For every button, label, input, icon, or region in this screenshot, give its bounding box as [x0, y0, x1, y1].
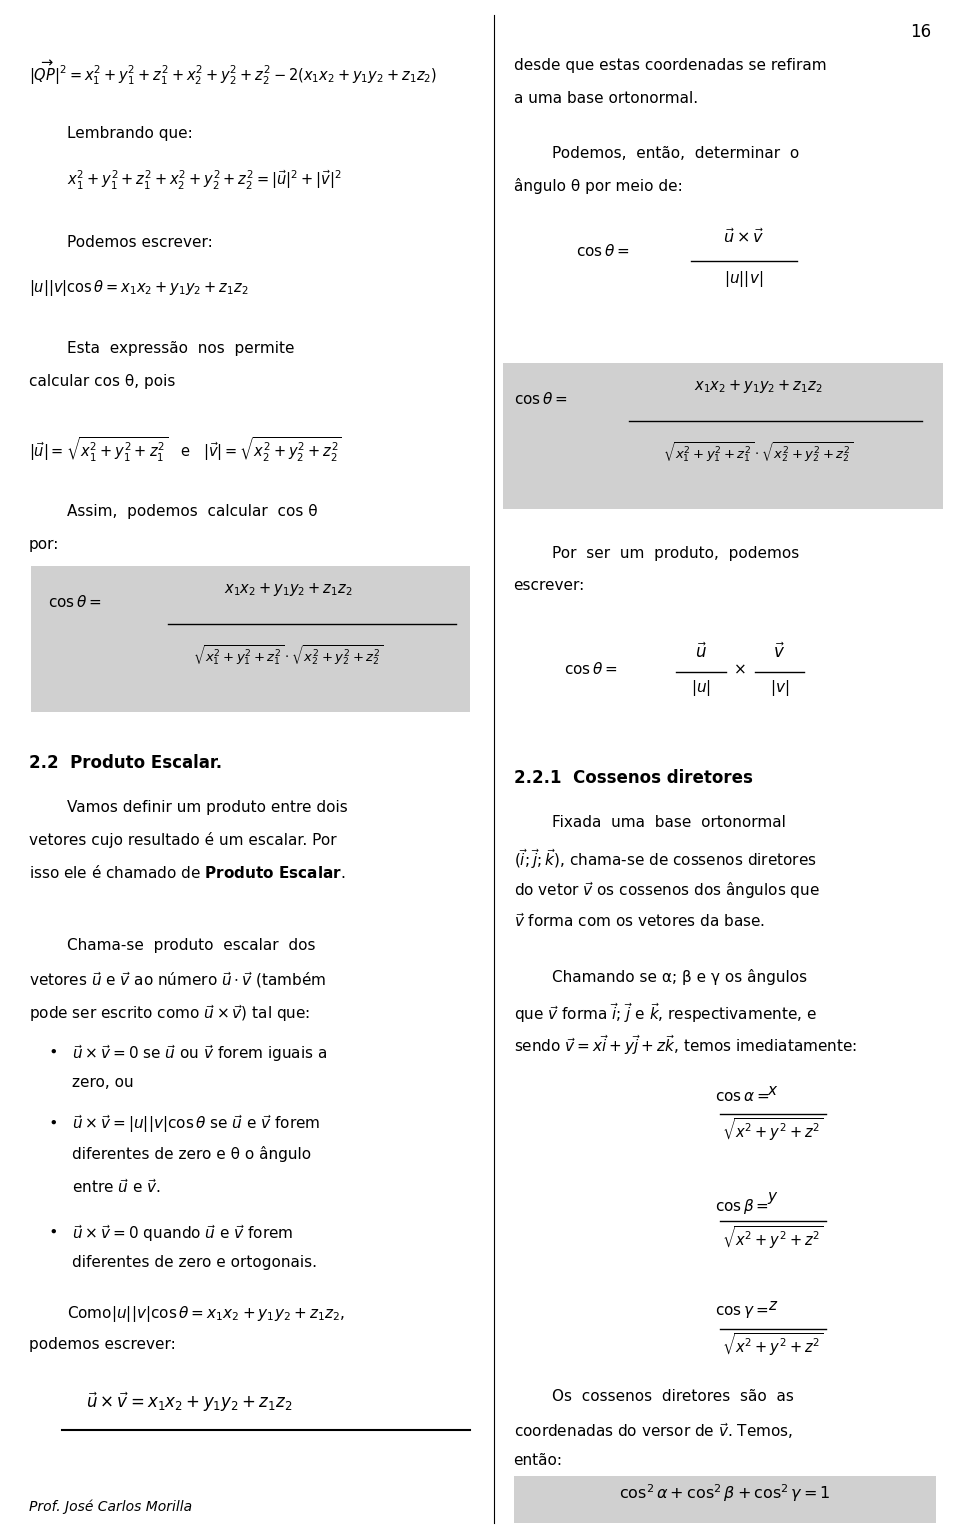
- Text: $|u||v|$: $|u||v|$: [725, 269, 763, 289]
- Text: $\cos\beta =$: $\cos\beta =$: [715, 1197, 769, 1215]
- Text: diferentes de zero e ortogonais.: diferentes de zero e ortogonais.: [72, 1255, 317, 1270]
- Text: $\cos^2\alpha+\cos^2\beta+\cos^2\gamma=1$: $\cos^2\alpha+\cos^2\beta+\cos^2\gamma=1…: [619, 1483, 830, 1504]
- Text: $\vec{u}\times\vec{v}=0$ se $\vec{u}$ ou $\vec{v}$ forem iguais a: $\vec{u}\times\vec{v}=0$ se $\vec{u}$ ou…: [72, 1043, 327, 1064]
- Text: $\vec{u}\times\vec{v}=|u||v|\cos\theta$ se $\vec{u}$ e $\vec{v}$ forem: $\vec{u}\times\vec{v}=|u||v|\cos\theta$ …: [72, 1114, 321, 1135]
- Text: $\cos\theta =$: $\cos\theta =$: [576, 243, 630, 258]
- Text: coordenadas do versor de $\vec{v}$. Temos,: coordenadas do versor de $\vec{v}$. Temo…: [514, 1421, 793, 1441]
- Text: $\vec{u}$: $\vec{u}$: [695, 643, 707, 663]
- Text: calcular cos θ, pois: calcular cos θ, pois: [29, 374, 175, 389]
- Text: $\sqrt{x^2+y^2+z^2}$: $\sqrt{x^2+y^2+z^2}$: [722, 1224, 824, 1250]
- Text: Vamos definir um produto entre dois: Vamos definir um produto entre dois: [67, 800, 348, 815]
- Text: $\vec{v}$: $\vec{v}$: [774, 643, 785, 663]
- Text: então:: então:: [514, 1453, 563, 1469]
- Text: 16: 16: [910, 23, 931, 42]
- Text: $\sqrt{x_1^2+y_1^2+z_1^2}\cdot\sqrt{x_2^2+y_2^2+z_2^2}$: $\sqrt{x_1^2+y_1^2+z_1^2}\cdot\sqrt{x_2^…: [663, 440, 853, 463]
- Text: sendo $\vec{v}=x\vec{i}+y\vec{j}+z\vec{k}$, temos imediatamente:: sendo $\vec{v}=x\vec{i}+y\vec{j}+z\vec{k…: [514, 1034, 856, 1058]
- Text: 2.2.1  Cossenos diretores: 2.2.1 Cossenos diretores: [514, 769, 753, 787]
- Text: $(\vec{i};\vec{j};\vec{k})$, chama-se de cossenos diretores: $(\vec{i};\vec{j};\vec{k})$, chama-se de…: [514, 847, 816, 872]
- Text: Podemos,  então,  determinar  o: Podemos, então, determinar o: [552, 146, 800, 161]
- Text: $\bullet$: $\bullet$: [48, 1223, 57, 1238]
- Text: $|u|$: $|u|$: [691, 678, 710, 698]
- Text: $\cos\alpha =$: $\cos\alpha =$: [715, 1089, 770, 1104]
- Text: $\sqrt{x^2+y^2+z^2}$: $\sqrt{x^2+y^2+z^2}$: [722, 1332, 824, 1358]
- Text: Fixada  uma  base  ortonormal: Fixada uma base ortonormal: [552, 815, 786, 831]
- Text: $x$: $x$: [767, 1083, 779, 1098]
- Text: $|v|$: $|v|$: [770, 678, 789, 698]
- Text: $y$: $y$: [767, 1190, 779, 1206]
- Text: $\cos\theta =$: $\cos\theta =$: [564, 661, 618, 677]
- Text: Prof. José Carlos Morilla: Prof. José Carlos Morilla: [29, 1500, 192, 1513]
- Text: $x_1x_2+y_1y_2+z_1z_2$: $x_1x_2+y_1y_2+z_1z_2$: [224, 581, 352, 598]
- Text: Assim,  podemos  calcular  cos θ: Assim, podemos calcular cos θ: [67, 504, 318, 520]
- Text: $|u||v|\cos\theta = x_1x_2+y_1y_2+z_1z_2$: $|u||v|\cos\theta = x_1x_2+y_1y_2+z_1z_2…: [29, 278, 249, 298]
- Text: $x_1x_2+y_1y_2+z_1z_2$: $x_1x_2+y_1y_2+z_1z_2$: [694, 378, 823, 395]
- Text: Chama-se  produto  escalar  dos: Chama-se produto escalar dos: [67, 938, 316, 954]
- Text: Esta  expressão  nos  permite: Esta expressão nos permite: [67, 341, 295, 357]
- Text: Por  ser  um  produto,  podemos: Por ser um produto, podemos: [552, 546, 800, 561]
- Text: por:: por:: [29, 537, 60, 552]
- Text: Lembrando que:: Lembrando que:: [67, 126, 193, 141]
- Text: isso ele é chamado de $\mathbf{Produto\ Escalar}$.: isso ele é chamado de $\mathbf{Produto\ …: [29, 864, 346, 881]
- Text: Os  cossenos  diretores  são  as: Os cossenos diretores são as: [552, 1389, 794, 1404]
- Text: do vetor $\vec{v}$ os cossenos dos ângulos que: do vetor $\vec{v}$ os cossenos dos ângul…: [514, 880, 820, 901]
- Text: $\bullet$: $\bullet$: [48, 1114, 57, 1129]
- FancyBboxPatch shape: [503, 363, 943, 509]
- Text: ângulo θ por meio de:: ângulo θ por meio de:: [514, 178, 683, 194]
- Text: Podemos escrever:: Podemos escrever:: [67, 235, 213, 251]
- Text: $x_1^2+y_1^2+z_1^2+x_2^2+y_2^2+z_2^2=|\vec{u}|^2+|\vec{v}|^2$: $x_1^2+y_1^2+z_1^2+x_2^2+y_2^2+z_2^2=|\v…: [67, 169, 342, 192]
- Text: $\vec{u}\times\vec{v}=0$ quando $\vec{u}$ e $\vec{v}$ forem: $\vec{u}\times\vec{v}=0$ quando $\vec{u}…: [72, 1223, 294, 1244]
- Text: a uma base ortonormal.: a uma base ortonormal.: [514, 91, 698, 106]
- Text: vetores $\vec{u}$ e $\vec{v}$ ao número $\vec{u}\cdot\vec{v}$ (também: vetores $\vec{u}$ e $\vec{v}$ ao número …: [29, 970, 326, 990]
- Text: desde que estas coordenadas se refiram: desde que estas coordenadas se refiram: [514, 58, 827, 74]
- Text: 2.2  Produto Escalar.: 2.2 Produto Escalar.: [29, 754, 222, 772]
- Text: $|\vec{u}| = \sqrt{x_1^2+y_1^2+z_1^2}$   e   $|\vec{v}| = \sqrt{x_2^2+y_2^2+z_2^: $|\vec{u}| = \sqrt{x_1^2+y_1^2+z_1^2}$ e…: [29, 435, 342, 463]
- Text: escrever:: escrever:: [514, 578, 585, 594]
- Text: $z$: $z$: [768, 1298, 778, 1313]
- Text: Como$|u||v|\cos\theta = x_1x_2+y_1y_2+z_1z_2$,: Como$|u||v|\cos\theta = x_1x_2+y_1y_2+z_…: [67, 1304, 346, 1324]
- Text: $\sqrt{x_1^2+y_1^2+z_1^2}\cdot\sqrt{x_2^2+y_2^2+z_2^2}$: $\sqrt{x_1^2+y_1^2+z_1^2}\cdot\sqrt{x_2^…: [193, 643, 383, 666]
- Text: $\cos\theta =$: $\cos\theta =$: [48, 594, 102, 609]
- Text: $\cos\gamma =$: $\cos\gamma =$: [715, 1304, 768, 1320]
- Text: $|\overrightarrow{QP}|^2 = x_1^2+y_1^2+z_1^2+x_2^2+y_2^2+z_2^2-2(x_1x_2+y_1y_2+z: $|\overrightarrow{QP}|^2 = x_1^2+y_1^2+z…: [29, 58, 437, 88]
- Text: entre $\vec{u}$ e $\vec{v}$.: entre $\vec{u}$ e $\vec{v}$.: [72, 1178, 160, 1197]
- Text: $\times$: $\times$: [732, 661, 746, 677]
- Text: diferentes de zero e θ o ângulo: diferentes de zero e θ o ângulo: [72, 1146, 311, 1161]
- Text: vetores cujo resultado é um escalar. Por: vetores cujo resultado é um escalar. Por: [29, 832, 336, 847]
- Text: $\vec{v}$ forma com os vetores da base.: $\vec{v}$ forma com os vetores da base.: [514, 912, 765, 930]
- Text: que $\vec{v}$ forma $\vec{i}$; $\vec{j}$ e $\vec{k}$, respectivamente, e: que $\vec{v}$ forma $\vec{i}$; $\vec{j}$…: [514, 1001, 816, 1026]
- Text: $\cos\theta =$: $\cos\theta =$: [514, 391, 567, 406]
- Text: $\sqrt{x^2+y^2+z^2}$: $\sqrt{x^2+y^2+z^2}$: [722, 1117, 824, 1143]
- Text: zero, ou: zero, ou: [72, 1075, 133, 1090]
- Text: podemos escrever:: podemos escrever:: [29, 1337, 176, 1352]
- Text: pode ser escrito como $\vec{u}\times\vec{v}$) tal que:: pode ser escrito como $\vec{u}\times\vec…: [29, 1003, 310, 1024]
- Text: $\vec{u}\times\vec{v}$: $\vec{u}\times\vec{v}$: [723, 228, 765, 246]
- Text: $\bullet$: $\bullet$: [48, 1043, 57, 1058]
- FancyBboxPatch shape: [514, 1476, 936, 1523]
- Text: $\vec{u}\times\vec{v} = x_1x_2+y_1y_2+z_1z_2$: $\vec{u}\times\vec{v} = x_1x_2+y_1y_2+z_…: [86, 1390, 293, 1413]
- Text: Chamando se α; β e γ os ângulos: Chamando se α; β e γ os ângulos: [552, 969, 807, 984]
- FancyBboxPatch shape: [31, 566, 470, 712]
